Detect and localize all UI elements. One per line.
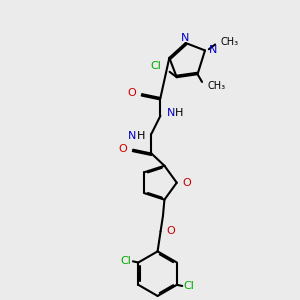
Text: N: N	[128, 131, 136, 141]
Text: O: O	[166, 226, 175, 236]
Text: O: O	[182, 178, 191, 188]
Text: O: O	[127, 88, 136, 98]
Text: N: N	[209, 45, 217, 56]
Text: O: O	[118, 143, 127, 154]
Text: CH₃: CH₃	[220, 37, 238, 46]
Text: N: N	[181, 33, 189, 43]
Text: Cl: Cl	[150, 61, 161, 71]
Text: H: H	[175, 108, 184, 118]
Text: Cl: Cl	[183, 281, 194, 291]
Text: N: N	[167, 108, 175, 118]
Text: CH₃: CH₃	[207, 80, 226, 91]
Text: H: H	[136, 131, 145, 141]
Text: Cl: Cl	[121, 256, 132, 266]
